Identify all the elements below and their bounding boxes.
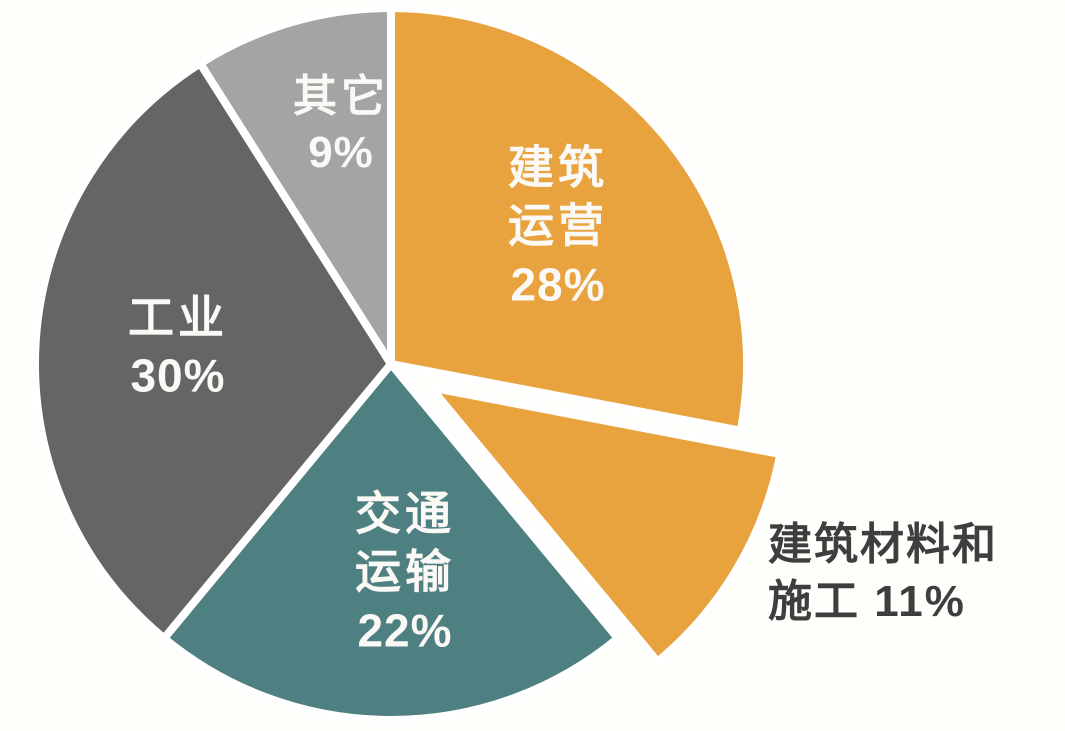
pie-slice-others bbox=[196, 4, 395, 368]
pie-slice-transportation bbox=[160, 360, 622, 724]
pie-slice-building-materials-construction bbox=[426, 383, 785, 666]
pie-slice-industry bbox=[30, 59, 395, 643]
pie-slice-building-operations bbox=[387, 4, 751, 435]
